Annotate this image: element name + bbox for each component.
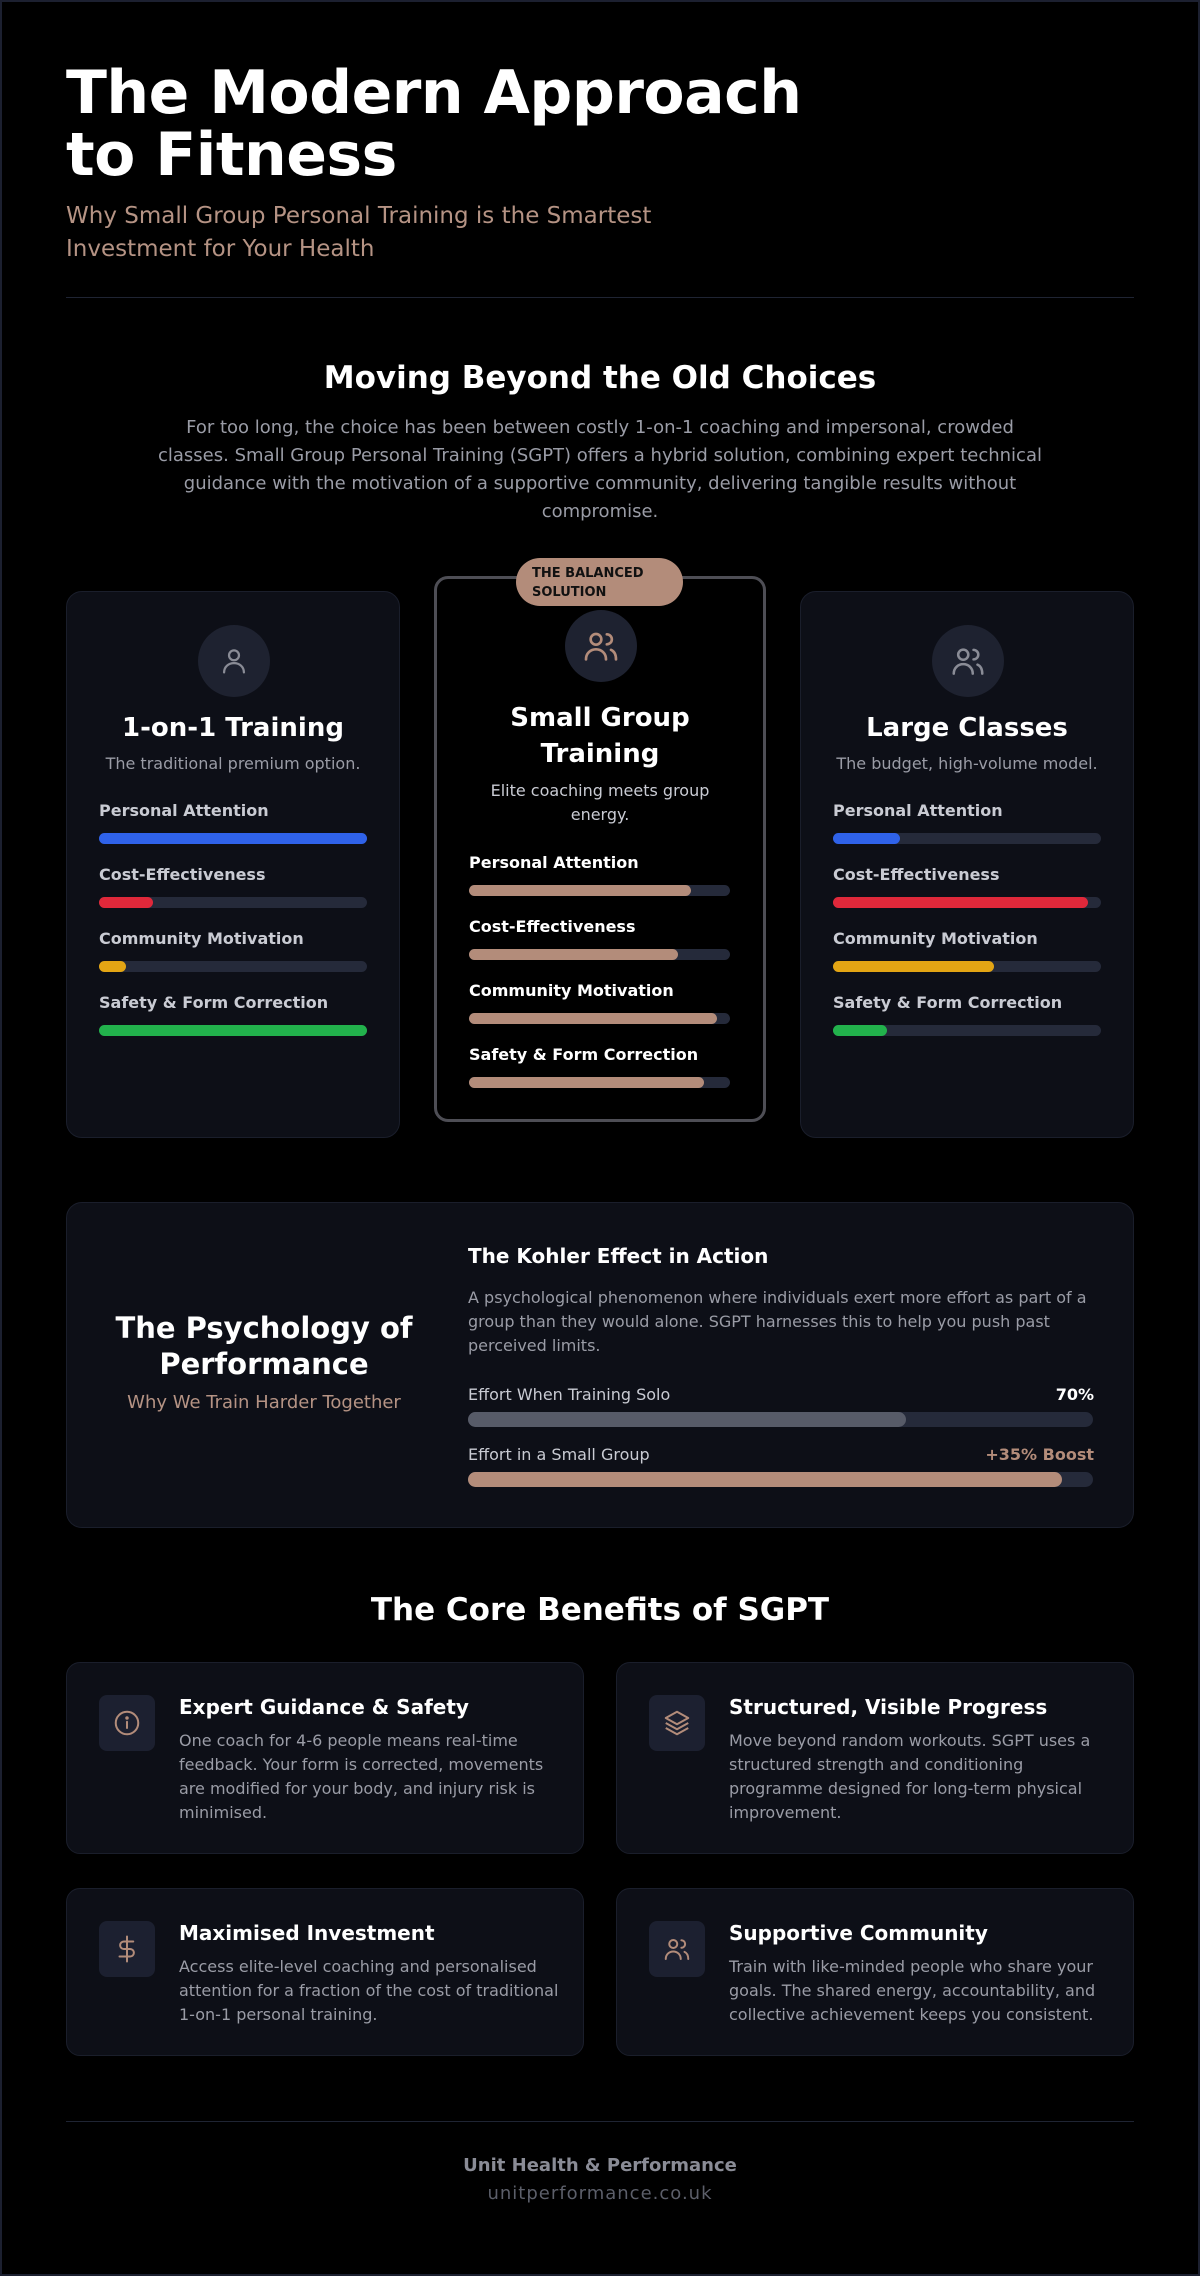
dollar-icon [99,1921,155,1977]
metric-community-motivation: Community Motivation [833,929,1101,977]
benefit-text: Access elite-level coaching and personal… [179,1957,559,2024]
metric-label: Cost-Effectiveness [833,865,1000,884]
metric-track [469,1077,730,1088]
solo-effort-fill [468,1412,906,1427]
hero-title: The Modern Approach to Fitness [66,58,802,190]
metric-fill [833,897,1088,908]
benefits-title: The Core Benefits of SGPT [370,1592,830,1628]
benefit-title: Expert Guidance & Safety [179,1695,469,1719]
metric-community-motivation: Community Motivation [99,929,367,977]
metric-fill [469,949,678,960]
metric-cost-effectiveness: Cost-Effectiveness [99,865,367,913]
metric-personal-attention: Personal Attention [469,853,730,901]
group-effort-value: +35% Boost [985,1445,1094,1464]
metric-label: Community Motivation [833,929,1038,948]
benefit-title: Maximised Investment [179,1921,435,1945]
metric-personal-attention: Personal Attention [99,801,367,849]
benefit-text: Move beyond random workouts. SGPT uses a… [729,1731,1091,1822]
metric-track [99,1025,367,1036]
psychology-subtitle: Why We Train Harder Together [127,1392,401,1413]
metric-track [833,897,1101,908]
divider [66,297,1134,298]
layers-icon [649,1695,705,1751]
balanced-solution-badge: THE BALANCED SOLUTION [516,558,683,606]
metric-fill [833,1025,887,1036]
metric-cost-effectiveness: Cost-Effectiveness [469,917,730,965]
card-title: 1-on-1 Training [122,713,344,743]
metric-community-motivation: Community Motivation [469,981,730,1029]
benefit-card-guidance: Expert Guidance & Safety One coach for 4… [66,1662,584,1854]
metric-label: Community Motivation [99,929,304,948]
card-title: Large Classes [866,713,1068,743]
metric-fill [99,833,367,844]
benefit-title: Structured, Visible Progress [729,1695,1048,1719]
metric-fill [99,897,153,908]
metric-label: Safety & Form Correction [99,993,329,1012]
metric-track [833,1025,1101,1036]
metric-track [469,949,730,960]
metric-label: Safety & Form Correction [469,1045,699,1064]
benefit-card-investment: Maximised Investment Access elite-level … [66,1888,584,2056]
users-icon [932,625,1004,697]
footer-website-link[interactable]: unitperformance.co.uk [487,2183,713,2204]
hero-subtitle: Why Small Group Personal Training is the… [66,203,652,262]
metric-safety-form: Safety & Form Correction [99,993,367,1041]
users-icon [565,610,637,682]
solo-effort-value: 70% [1055,1385,1094,1404]
metric-track [833,961,1101,972]
solo-effort-track [468,1412,1093,1427]
metric-track [469,885,730,896]
benefit-card-community: Supportive Community Train with like-min… [616,1888,1134,2056]
metric-label: Personal Attention [833,801,1003,820]
intro-text: For too long, the choice has been betwee… [158,417,1042,522]
metric-safety-form: Safety & Form Correction [469,1045,730,1093]
metric-safety-form: Safety & Form Correction [833,993,1101,1041]
metric-fill [833,961,994,972]
metric-fill [469,1077,704,1088]
card-one-on-one: 1-on-1 Training The traditional premium … [66,591,400,1138]
metric-label: Community Motivation [469,981,674,1000]
benefit-text: Train with like-minded people who share … [729,1957,1096,2024]
metric-track [99,961,367,972]
metric-fill [469,1013,717,1024]
intro-title: Moving Beyond the Old Choices [323,360,877,396]
metric-cost-effectiveness: Cost-Effectiveness [833,865,1101,913]
card-large-classes: Large Classes The budget, high-volume mo… [800,591,1134,1138]
metric-label: Cost-Effectiveness [469,917,636,936]
card-subtitle: The budget, high-volume model. [836,754,1098,773]
metric-fill [99,1025,367,1036]
metric-fill [469,885,691,896]
card-subtitle: Elite coaching meets group energy. [490,781,710,824]
metric-label: Personal Attention [99,801,269,820]
benefit-title: Supportive Community [729,1921,988,1945]
metric-label: Personal Attention [469,853,639,872]
user-icon [198,625,270,697]
metric-fill [99,961,126,972]
users-icon [649,1921,705,1977]
metric-track [833,833,1101,844]
group-effort-fill [468,1472,1062,1487]
benefit-text: One coach for 4-6 people means real-time… [179,1731,544,1822]
group-effort-track [468,1472,1093,1487]
metric-label: Safety & Form Correction [833,993,1063,1012]
card-subtitle: The traditional premium option. [105,754,361,773]
card-title: Small Group Training [510,703,690,769]
kohler-text: A psychological phenomenon where individ… [468,1288,1087,1355]
group-effort-label: Effort in a Small Group [468,1445,650,1464]
info-icon [99,1695,155,1751]
solo-effort-label: Effort When Training Solo [468,1385,671,1404]
metric-fill [833,833,900,844]
card-small-group: Small Group Training Elite coaching meet… [434,576,766,1122]
metric-label: Cost-Effectiveness [99,865,266,884]
psychology-title: The Psychology of Performance [115,1311,413,1381]
metric-track [99,833,367,844]
footer-divider [66,2121,1134,2122]
metric-track [469,1013,730,1024]
metric-track [99,897,367,908]
kohler-title: The Kohler Effect in Action [468,1244,769,1268]
benefit-card-progress: Structured, Visible Progress Move beyond… [616,1662,1134,1854]
metric-personal-attention: Personal Attention [833,801,1101,849]
footer-company-name: Unit Health & Performance [463,2155,737,2176]
